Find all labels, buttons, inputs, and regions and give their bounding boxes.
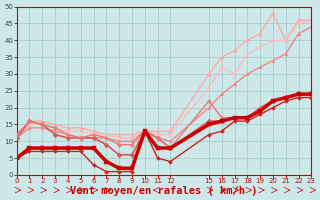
X-axis label: Vent moyen/en rafales ( km/h ): Vent moyen/en rafales ( km/h )	[70, 186, 258, 196]
